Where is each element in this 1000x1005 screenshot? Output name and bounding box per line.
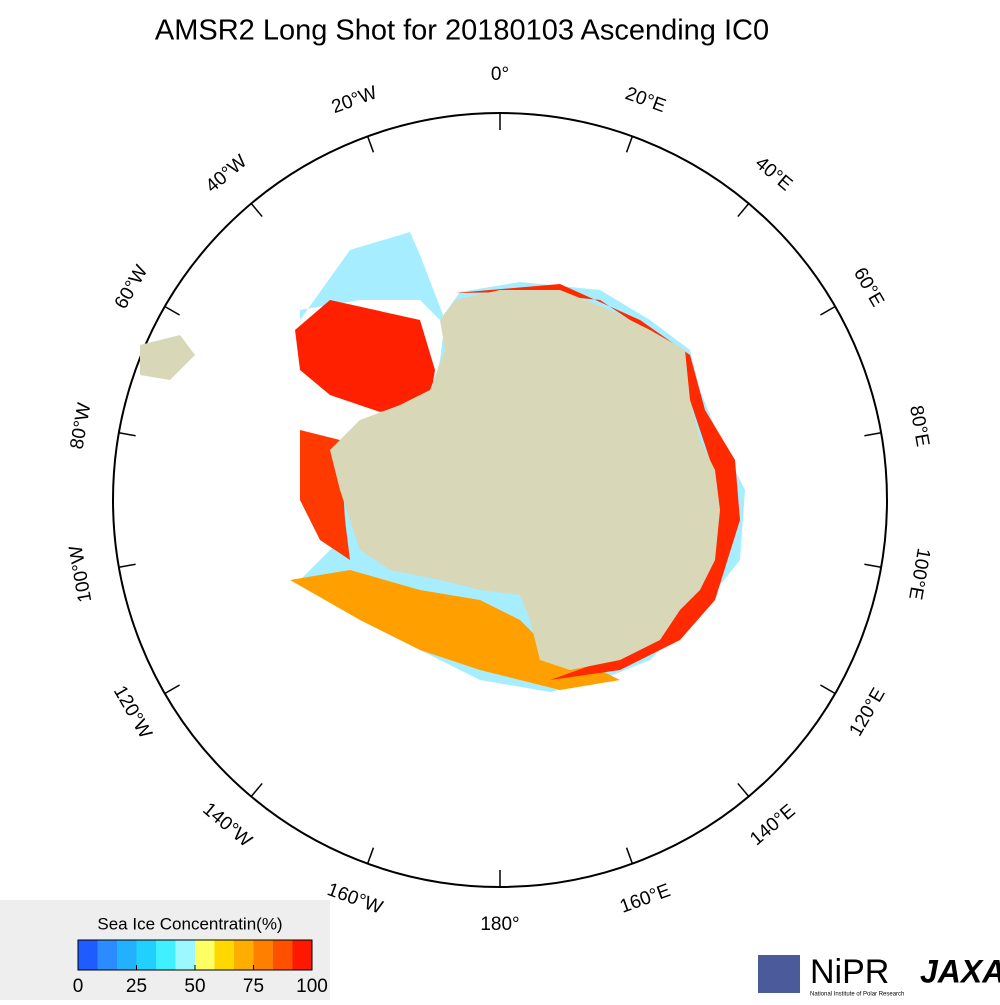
colorbar-segment [234,940,254,970]
longitude-tick [366,847,375,864]
colorbar-tick-label: 75 [243,976,264,997]
colorbar-segment [273,940,293,970]
colorbar-segment [117,940,137,970]
longitude-tick [625,136,634,153]
longitude-label: 100°E [904,546,934,601]
longitude-label: 40°E [751,153,796,196]
longitude-tick [366,136,375,153]
longitude-label: 140°W [198,799,255,852]
title: AMSR2 Long Shot for 20180103 Ascending I… [155,15,769,47]
colorbar-segment [97,940,118,970]
colorbar-tick-label: 100 [296,976,328,997]
longitude-label: 160°W [324,879,385,918]
longitude-tick [820,305,836,316]
colorbar-segment [253,940,274,970]
colorbar-title: Sea Ice Concentratin(%) [97,914,282,933]
longitude-label: 60°W [111,262,153,313]
longitude-tick [625,847,634,864]
longitude-tick [118,563,136,568]
longitude-label: 180° [480,914,519,935]
longitude-tick [164,684,180,695]
nipr-icon [758,955,800,993]
longitude-tick [864,563,882,568]
colorbar-segment [175,940,196,970]
longitude-tick [820,684,836,695]
colorbar-segment [292,940,313,970]
colorbar-tick-label: 0 [73,976,84,997]
jaxa-logo: JAXA [920,953,1000,989]
ross-amundsen-ice [290,570,620,690]
south-america [140,335,195,380]
longitude-label: 80°W [67,401,96,451]
nipr-logo: NiPR National Institute of Polar Researc… [758,953,904,998]
longitude-label: 20°W [329,82,380,118]
longitude-label: 140°E [746,800,799,850]
longitude-label: 40°W [202,151,251,197]
colorbar-tick-label: 50 [184,976,205,997]
colorbar-segment [136,940,157,970]
longitude-tick [737,203,750,218]
longitude-tick [864,432,882,437]
longitude-label: 0° [491,64,509,85]
map-disk [112,112,888,888]
longitude-tick [164,305,180,316]
colorbar-segment [156,940,176,970]
longitude-label: 120°W [109,682,156,742]
nipr-caption: National Institute of Polar Research [810,992,904,998]
longitude-label: 100°W [66,544,97,604]
colorbar-segment [214,940,235,970]
longitude-label: 20°E [622,83,668,117]
colorbar-tick-label: 25 [126,976,147,997]
longitude-tick [250,782,263,797]
longitude-label: 120°E [846,684,890,740]
antarctica [330,290,720,670]
longitude-tick [250,203,263,218]
colorbar-segment [195,940,215,970]
longitude-label: 80°E [905,404,933,448]
longitude-tick [118,432,136,437]
longitude-tick [737,782,750,797]
longitude-label: 160°E [617,880,673,918]
colorbar-segment [78,940,98,970]
longitude-label: 60°E [849,264,888,310]
nipr-text: NiPR [810,953,889,991]
weddell-ice [295,300,435,412]
